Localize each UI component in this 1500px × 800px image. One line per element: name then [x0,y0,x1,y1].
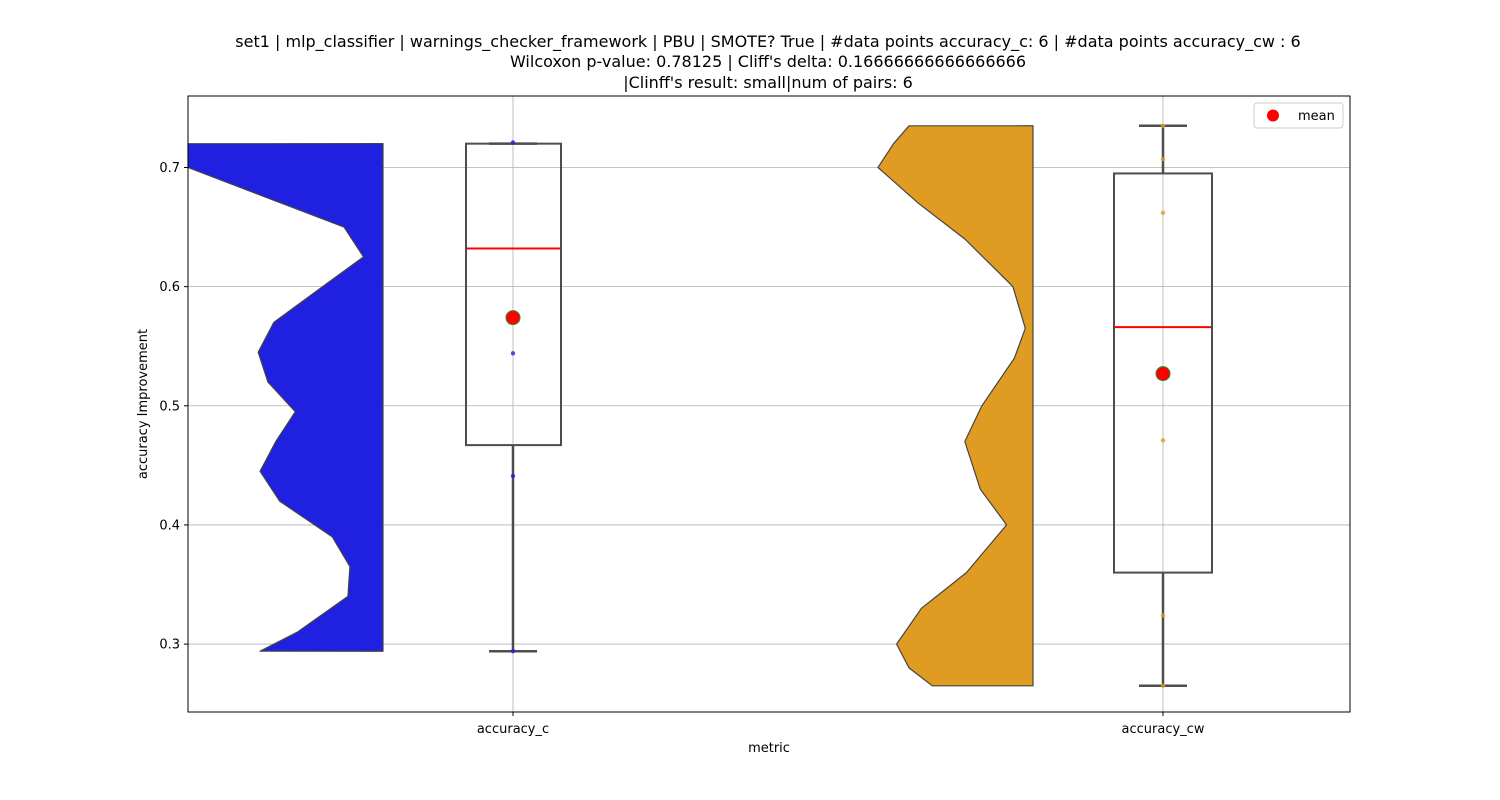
data-point-accuracy_cw-4 [1160,156,1166,162]
legend: mean [1253,102,1344,129]
title-line-3: |Clinff's result: small|num of pairs: 6 [623,73,913,92]
point-layer [510,123,1166,688]
chart-title: set1 | mlp_classifier | warnings_checker… [235,32,1300,92]
mean-marker-accuracy_cw [1155,366,1171,382]
box-accuracy_cw [1113,172,1213,574]
y-tick-label-4: 0.7 [159,161,180,176]
y-tick-label-1: 0.4 [159,518,180,533]
data-point-accuracy_c-2 [510,351,516,356]
title-line-2: Wilcoxon p-value: 0.78125 | Cliff's delt… [510,52,1026,71]
legend-box [1253,102,1344,129]
data-point-accuracy_cw-5 [1160,123,1166,128]
violin-accuracy_c [187,143,384,652]
plot-area-frame [187,95,1351,713]
data-point-accuracy_c-1 [510,473,516,479]
mean-layer [505,310,1171,382]
x-axis: accuracy_c accuracy_cw [477,712,1205,737]
x-axis-label: metric [748,741,790,756]
mean-marker-accuracy_c [505,310,521,326]
data-point-accuracy_cw-0 [1160,683,1166,688]
data-point-accuracy_c-0 [510,649,516,654]
x-tick-label-0: accuracy_c [477,722,549,737]
y-axis-label: accuracy Improvement [136,329,151,479]
data-point-accuracy_cw-2 [1160,438,1166,443]
data-point-accuracy_c-3 [510,140,516,145]
data-point-accuracy_cw-3 [1160,210,1166,215]
violin-layer [187,125,1034,687]
data-point-accuracy_cw-1 [1160,613,1166,618]
y-tick-label-0: 0.3 [159,638,180,653]
y-tick-label-2: 0.5 [159,399,180,414]
box-accuracy_c [465,142,562,447]
legend-mean-label: mean [1298,109,1335,124]
title-line-1: set1 | mlp_classifier | warnings_checker… [235,32,1300,52]
y-tick-label-3: 0.6 [159,280,180,295]
x-tick-label-1: accuracy_cw [1122,722,1205,737]
legend-mean-marker [1267,109,1279,122]
violin-accuracy_cw [877,125,1034,687]
y-axis: 0.3 0.4 0.5 0.6 0.7 [159,161,188,653]
